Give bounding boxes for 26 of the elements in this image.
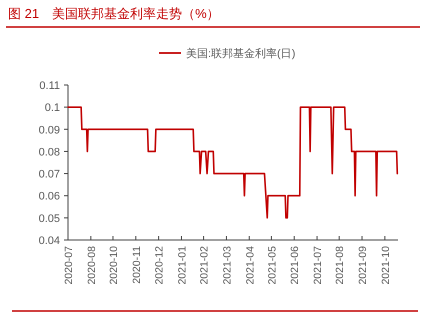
y-tick-label: 0.11 (39, 80, 60, 92)
x-tick-label: 2021-05 (266, 246, 278, 285)
x-tick-label: 2021-01 (176, 246, 188, 285)
x-tick-label: 2020-08 (86, 246, 98, 285)
y-tick-label: 0.08 (38, 146, 60, 158)
x-tick-label: 2020-10 (108, 246, 120, 285)
x-tick-label: 2021-10 (380, 246, 392, 285)
x-tick-label: 2021-04 (244, 246, 256, 285)
legend: 美国:联邦基金利率(日) (159, 48, 296, 60)
x-tick-label: 2020-12 (154, 246, 166, 285)
legend-label: 美国:联邦基金利率(日) (186, 47, 296, 60)
x-tick-label: 2021-09 (357, 246, 370, 285)
x-tick-label: 2021-06 (289, 246, 302, 285)
x-tick-label: 2020-07 (63, 246, 75, 285)
title: 图 21 美国联邦基金利率走势（%） (8, 6, 220, 21)
y-tick-label: 0.04 (38, 235, 60, 247)
x-tick-label: 2021-08 (334, 246, 346, 285)
y-tick-label: 0.09 (38, 124, 60, 136)
y-tick-label: 0.07 (38, 168, 60, 181)
y-tick-label: 0.06 (38, 190, 60, 203)
x-tick-label: 2021-02 (198, 246, 211, 285)
x-tick-label: 2021-03 (221, 246, 234, 285)
x-tick-label: 2021-07 (312, 246, 324, 285)
x-tick-label: 2020-11 (130, 246, 143, 284)
y-tick-label: 0.05 (38, 212, 60, 225)
y-tick-label: 0.1 (44, 102, 60, 114)
